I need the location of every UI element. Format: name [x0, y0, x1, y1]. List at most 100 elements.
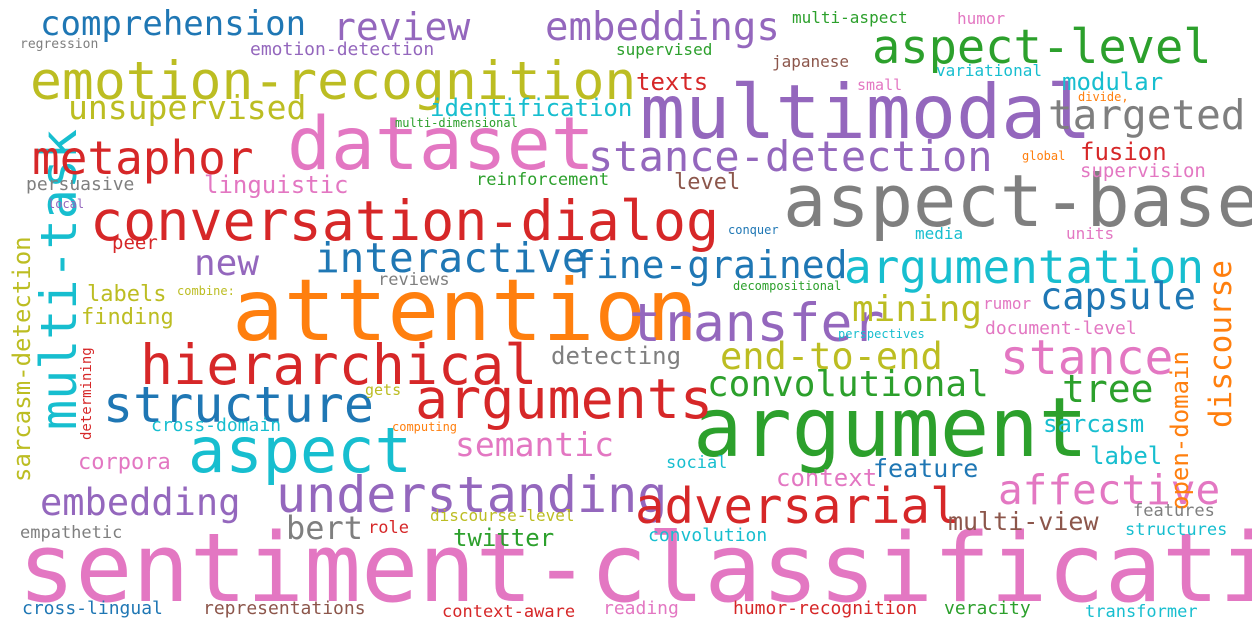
word-corpora: corpora: [78, 450, 171, 475]
word-hierarchical: hierarchical: [140, 333, 538, 397]
word-attention: attention: [232, 261, 698, 361]
word-gets: gets: [365, 381, 402, 399]
word-conquer: conquer: [728, 223, 779, 237]
word-convolution: convolution: [648, 525, 768, 546]
word-regression: regression: [20, 37, 99, 52]
word-convolutional: convolutional: [707, 364, 989, 405]
word-reviews: reviews: [378, 270, 450, 290]
word-cross-lingual: cross-lingual: [22, 598, 163, 619]
word-twitter: twitter: [453, 524, 555, 552]
word-fusion: fusion: [1080, 138, 1167, 166]
word-stance: stance: [1000, 330, 1174, 386]
word-discourse: discourse: [1203, 260, 1239, 428]
word-japanese: japanese: [772, 52, 850, 71]
word-multimodal: multimodal: [640, 68, 1092, 156]
word-aspect-based: aspect-based: [783, 159, 1252, 243]
word-mining: mining: [852, 289, 983, 330]
word-multi-view: multi-view: [948, 507, 1099, 536]
word-social: social: [666, 453, 728, 473]
word-finding: finding: [81, 305, 174, 330]
word-rumor: rumor: [983, 294, 1032, 313]
word-multi-aspect: multi-aspect: [792, 8, 908, 27]
word-affective: affective: [998, 466, 1221, 514]
word-persuasive: persuasive: [26, 174, 135, 195]
word-structures: structures: [1125, 520, 1228, 540]
word-cross-domain: cross-domain: [151, 415, 282, 436]
word-features: features: [1133, 501, 1215, 521]
word-document-level: document-level: [985, 318, 1137, 339]
word-perspectives: perspectives: [838, 327, 925, 341]
word-capsule: capsule: [1040, 275, 1196, 318]
word-veracity: veracity: [944, 598, 1031, 619]
word-texts: texts: [636, 68, 709, 96]
word-unsupervised: unsupervised: [68, 88, 307, 127]
word-label: label: [1090, 442, 1163, 470]
word-variational: variational: [936, 61, 1042, 80]
word-context-aware: context-aware: [442, 602, 576, 622]
word-aspect: aspect: [188, 414, 412, 487]
word-context: context: [776, 464, 878, 492]
word-semantic: semantic: [455, 425, 614, 464]
word-supervised: supervised: [616, 40, 713, 59]
word-detecting: detecting: [551, 342, 682, 370]
word-identification: identification: [430, 94, 633, 122]
word-reinforcement: reinforcement: [476, 170, 610, 190]
word-argumentation: argumentation: [844, 240, 1205, 294]
word-tree: tree: [1062, 367, 1154, 411]
word-arguments: arguments: [415, 367, 714, 431]
word-interactive: interactive: [315, 234, 587, 282]
word-transformer: transformer: [1085, 602, 1198, 622]
word-representations: representations: [203, 598, 366, 619]
word-role: role: [368, 518, 409, 538]
word-combine: combine:: [177, 284, 235, 298]
word-determining: determining: [79, 347, 95, 440]
word-emotion-detection: emotion-detection: [250, 39, 435, 60]
word-linguistic: linguistic: [204, 171, 349, 199]
word-feature: feature: [873, 454, 979, 483]
word-aspect-level: aspect-level: [872, 20, 1212, 75]
word-emotion-recognition: emotion-recognition: [30, 51, 637, 112]
word-supervision: supervision: [1080, 160, 1206, 182]
word-stance-detection: stance-detection: [588, 132, 993, 181]
word-comprehension: comprehension: [40, 4, 307, 44]
word-modular: modular: [1062, 68, 1164, 96]
word-sentiment-classification: sentiment-classification: [18, 514, 1252, 624]
word-end-to-end: end-to-end: [720, 335, 943, 378]
word-empathetic: empathetic: [20, 523, 123, 543]
word-conversation-dialog: conversation-dialog: [90, 189, 720, 253]
word-units: units: [1066, 224, 1115, 243]
word-open-domain: open-domain: [1166, 351, 1194, 510]
word-peer: peer: [112, 232, 158, 254]
word-adversarial: adversarial: [635, 478, 960, 535]
word-embedding: embedding: [40, 481, 241, 524]
word-metaphor: metaphor: [32, 131, 254, 185]
word-level: level: [674, 170, 741, 195]
word-humor: humor: [957, 9, 1006, 28]
word-structure: structure: [103, 376, 374, 434]
word-sarcasm: sarcasm: [1043, 410, 1145, 438]
word-transfer: transfer: [629, 293, 885, 354]
word-fine-grained: fine-grained: [573, 243, 848, 287]
word-understanding: understanding: [276, 466, 668, 524]
word-humor-recognition: humor-recognition: [733, 598, 918, 619]
word-targeted: targeted: [1048, 91, 1246, 139]
word-multi-dimensional: multi-dimensional: [395, 116, 518, 130]
word-bert: bert: [286, 509, 364, 547]
word-reading: reading: [603, 598, 679, 619]
word-embeddings: embeddings: [545, 5, 780, 50]
word-dataset: dataset: [287, 102, 595, 187]
word-argument: argument: [693, 381, 1088, 476]
word-new: new: [194, 243, 260, 284]
word-global: global: [1022, 149, 1066, 163]
word-divide: divide,: [1078, 90, 1129, 104]
word-review: review: [333, 5, 471, 49]
word-decompositional: decompositional: [733, 279, 842, 293]
word-computing: computing: [392, 420, 458, 434]
word-labels: labels: [87, 282, 167, 307]
word-local: local: [48, 197, 85, 211]
word-small: small: [857, 76, 903, 94]
word-sarcasm-detection: sarcasm-detection: [8, 236, 36, 482]
word-discourse-level: discourse-level: [430, 506, 575, 525]
word-media: media: [915, 224, 964, 243]
